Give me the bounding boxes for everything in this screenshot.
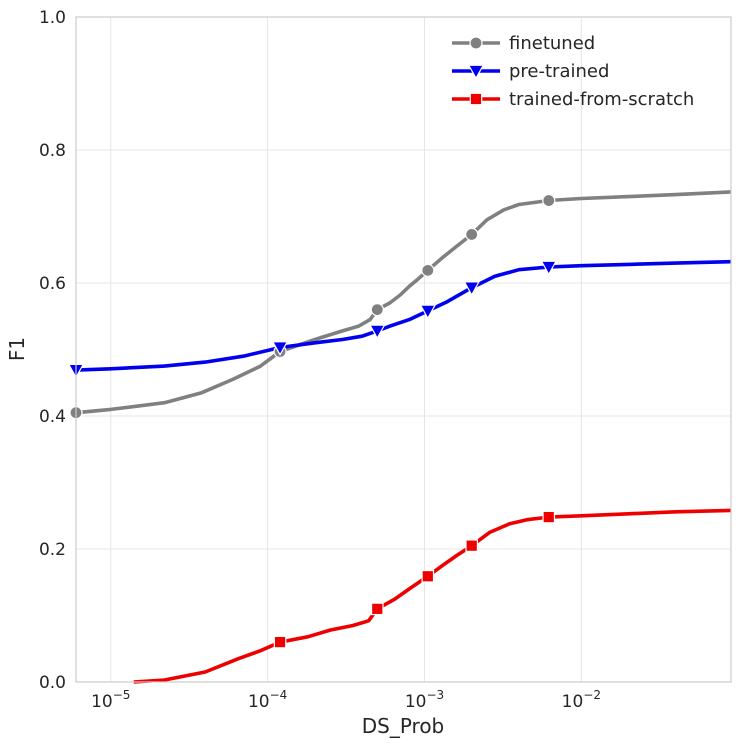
data-point <box>542 510 556 524</box>
x-tick-base: 10 <box>248 692 270 712</box>
data-point <box>463 281 480 297</box>
x-tick-exponent: −3 <box>426 688 444 702</box>
data-point <box>370 303 384 317</box>
x-tick-label: 10−4 <box>248 688 287 712</box>
legend-label: trained-from-scratch <box>509 89 694 110</box>
data-point <box>273 635 287 649</box>
legend-label: pre-trained <box>509 61 609 82</box>
x-axis-label: DS_Prob <box>362 714 445 738</box>
data-point <box>465 227 479 242</box>
legend-label: finetuned <box>509 33 595 54</box>
x-tick-labels: 10−5 10−4 10−3 10−2 <box>91 688 601 712</box>
data-point <box>421 263 435 277</box>
y-tick-label: 0.6 <box>39 274 66 294</box>
y-tick-labels: 0.0 0.2 0.4 0.6 0.8 1.0 <box>39 8 66 693</box>
data-point <box>271 341 289 356</box>
plot-background <box>76 17 731 682</box>
data-point <box>369 324 386 340</box>
plot-frame <box>75 16 732 683</box>
x-tick-exponent: −5 <box>113 688 131 702</box>
data-point <box>469 36 483 50</box>
data-point <box>465 539 479 552</box>
y-tick-label: 0.0 <box>39 673 66 693</box>
data-point <box>419 304 437 320</box>
data-point <box>421 569 435 583</box>
x-tick-label: 10−5 <box>91 688 130 712</box>
data-point <box>370 602 384 616</box>
y-tick-label: 1.0 <box>39 8 66 28</box>
series-line-pre-trained <box>75 259 732 372</box>
x-tick-exponent: −4 <box>270 688 288 702</box>
legend: finetuned pre-trained trained-from-scratch <box>452 33 694 110</box>
y-axis-label: F1 <box>5 337 29 361</box>
series-line-finetuned <box>75 190 732 415</box>
x-tick-base: 10 <box>562 692 584 712</box>
y-tick-label: 0.2 <box>39 540 66 560</box>
x-tick-label: 10−3 <box>405 688 444 712</box>
series-markers <box>67 193 557 649</box>
y-tick-label: 0.4 <box>39 407 66 427</box>
data-point <box>542 193 556 208</box>
data-point <box>467 64 485 80</box>
y-tick-label: 0.8 <box>39 141 66 161</box>
x-tick-base: 10 <box>405 692 427 712</box>
data-point <box>540 260 557 276</box>
x-tick-label: 10−2 <box>562 688 601 712</box>
x-tick-exponent: −2 <box>583 688 601 702</box>
x-tick-base: 10 <box>91 692 113 712</box>
data-point <box>469 92 483 106</box>
